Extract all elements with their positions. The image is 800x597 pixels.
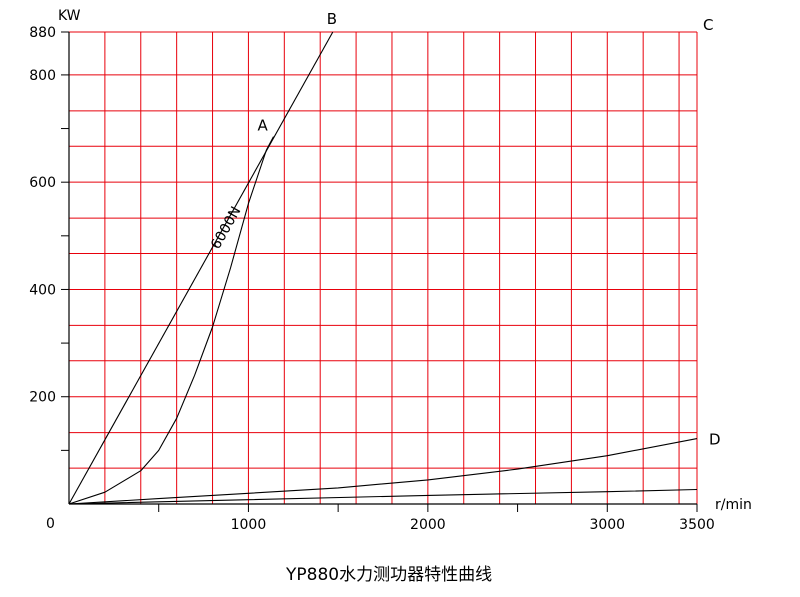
- y-tick-label: 200: [29, 390, 56, 406]
- series-line-2: [68, 438, 698, 505]
- series-line-3: [68, 488, 698, 505]
- x-tick-label: 2000: [410, 517, 446, 533]
- x-axis-label: r/min: [715, 497, 752, 513]
- grid: [69, 31, 698, 504]
- annotation-d: D: [709, 431, 721, 449]
- tick-labels: 200 400 600 800 880 1000 2000 3000 3500: [29, 25, 715, 533]
- y-tick-label: 400: [29, 282, 56, 298]
- y-tick-label: 880: [29, 25, 56, 41]
- x-tick-label: 1000: [231, 517, 267, 533]
- series-line-1: [68, 136, 274, 505]
- series-lines: [68, 31, 698, 505]
- x-tick-label: 3500: [679, 517, 715, 533]
- axes: [61, 31, 698, 512]
- annotation-b: B: [327, 10, 337, 28]
- origin-label: 0: [46, 516, 55, 532]
- y-tick-label: 800: [29, 68, 56, 84]
- series-label-6000n: 6000N: [208, 204, 244, 252]
- annotation-a: A: [258, 117, 269, 135]
- chart-title: YP880水力测功器特性曲线: [285, 565, 492, 585]
- series-line-0: [68, 31, 334, 505]
- y-axis-label: KW: [58, 8, 81, 24]
- x-tick-label: 3000: [589, 517, 625, 533]
- annotations: A B C D: [258, 10, 721, 449]
- annotation-c: C: [703, 16, 713, 34]
- y-tick-label: 600: [29, 175, 56, 191]
